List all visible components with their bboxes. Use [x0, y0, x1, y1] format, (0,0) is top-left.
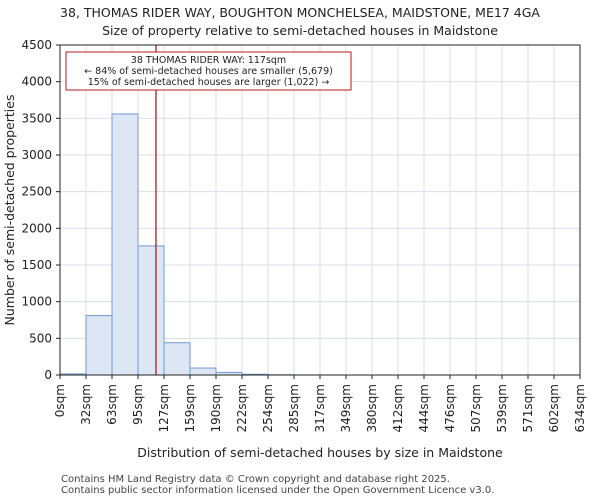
x-tick-label: 507sqm [469, 384, 483, 432]
histogram-chart: 0 500 1000 1500 2000 2500 3000 3500 4000 4500 0sq… [2, 38, 587, 460]
x-axis-label: Distribution of semi-detached houses by … [137, 445, 503, 460]
x-tick-label: 127sqm [157, 384, 171, 432]
chart-title-line1: 38, THOMAS RIDER WAY, BOUGHTON MONCHELSE… [60, 5, 540, 20]
y-axis-ticks: 0 500 1000 1500 2000 2500 3000 3500 4000 4500 [21, 38, 60, 382]
annotation-line: 15% of semi-detached houses are larger (… [88, 77, 330, 88]
bar-63sqm [111, 113, 139, 376]
x-axis-ticks: 0sqm 32sqm 63sqm 95sqm 127sqm 159sqm 190sqm 222… [53, 375, 587, 432]
y-tick-label: 2500 [21, 185, 52, 199]
x-tick-label: 222sqm [235, 384, 249, 432]
y-tick-label: 0 [44, 368, 52, 382]
grid-lines [60, 44, 580, 376]
x-tick-label: 63sqm [105, 384, 119, 425]
bar-159sqm [189, 367, 217, 376]
annotation-line: 38 THOMAS RIDER WAY: 117sqm [131, 55, 286, 66]
x-tick-label: 95sqm [131, 384, 145, 425]
footer-licence: Contains public sector information licen… [61, 485, 495, 496]
y-tick-label: 4000 [21, 75, 52, 89]
bar-32sqm [85, 315, 113, 376]
annotation-line: ← 84% of semi-detached houses are smalle… [84, 66, 333, 77]
x-tick-label: 32sqm [79, 384, 93, 425]
x-tick-label: 634sqm [573, 384, 587, 432]
bars [59, 113, 295, 376]
x-tick-label: 254sqm [261, 384, 275, 432]
y-tick-label: 3000 [21, 148, 52, 162]
x-tick-label: 0sqm [53, 384, 67, 417]
y-tick-label: 3500 [21, 111, 52, 125]
annotation-frame [65, 51, 352, 91]
y-tick-label: 2000 [21, 221, 52, 235]
x-tick-label: 285sqm [287, 384, 301, 432]
bar-127sqm [163, 342, 191, 376]
chart-title-line2: Size of property relative to semi-detach… [102, 23, 498, 38]
x-tick-label: 571sqm [521, 384, 535, 432]
x-tick-label: 349sqm [339, 384, 353, 432]
x-tick-label: 476sqm [443, 384, 457, 432]
y-tick-label: 1000 [21, 295, 52, 309]
x-tick-label: 444sqm [417, 384, 431, 432]
x-tick-label: 539sqm [495, 384, 509, 432]
y-tick-label: 4500 [21, 38, 52, 52]
x-tick-label: 380sqm [365, 384, 379, 432]
x-tick-label: 602sqm [547, 384, 561, 432]
y-tick-label: 1500 [21, 258, 52, 272]
y-axis-label: Number of semi-detached properties [2, 95, 17, 326]
x-tick-label: 317sqm [313, 384, 327, 432]
x-tick-label: 412sqm [391, 384, 405, 432]
x-tick-label: 190sqm [209, 384, 223, 432]
annotation-box: 38 THOMAS RIDER WAY: 117sqm← 84% of semi… [65, 51, 352, 91]
footer-copyright: Contains HM Land Registry data © Crown c… [61, 474, 450, 485]
bar-95sqm [137, 245, 165, 376]
y-tick-label: 500 [29, 331, 52, 345]
x-tick-label: 159sqm [183, 384, 197, 432]
